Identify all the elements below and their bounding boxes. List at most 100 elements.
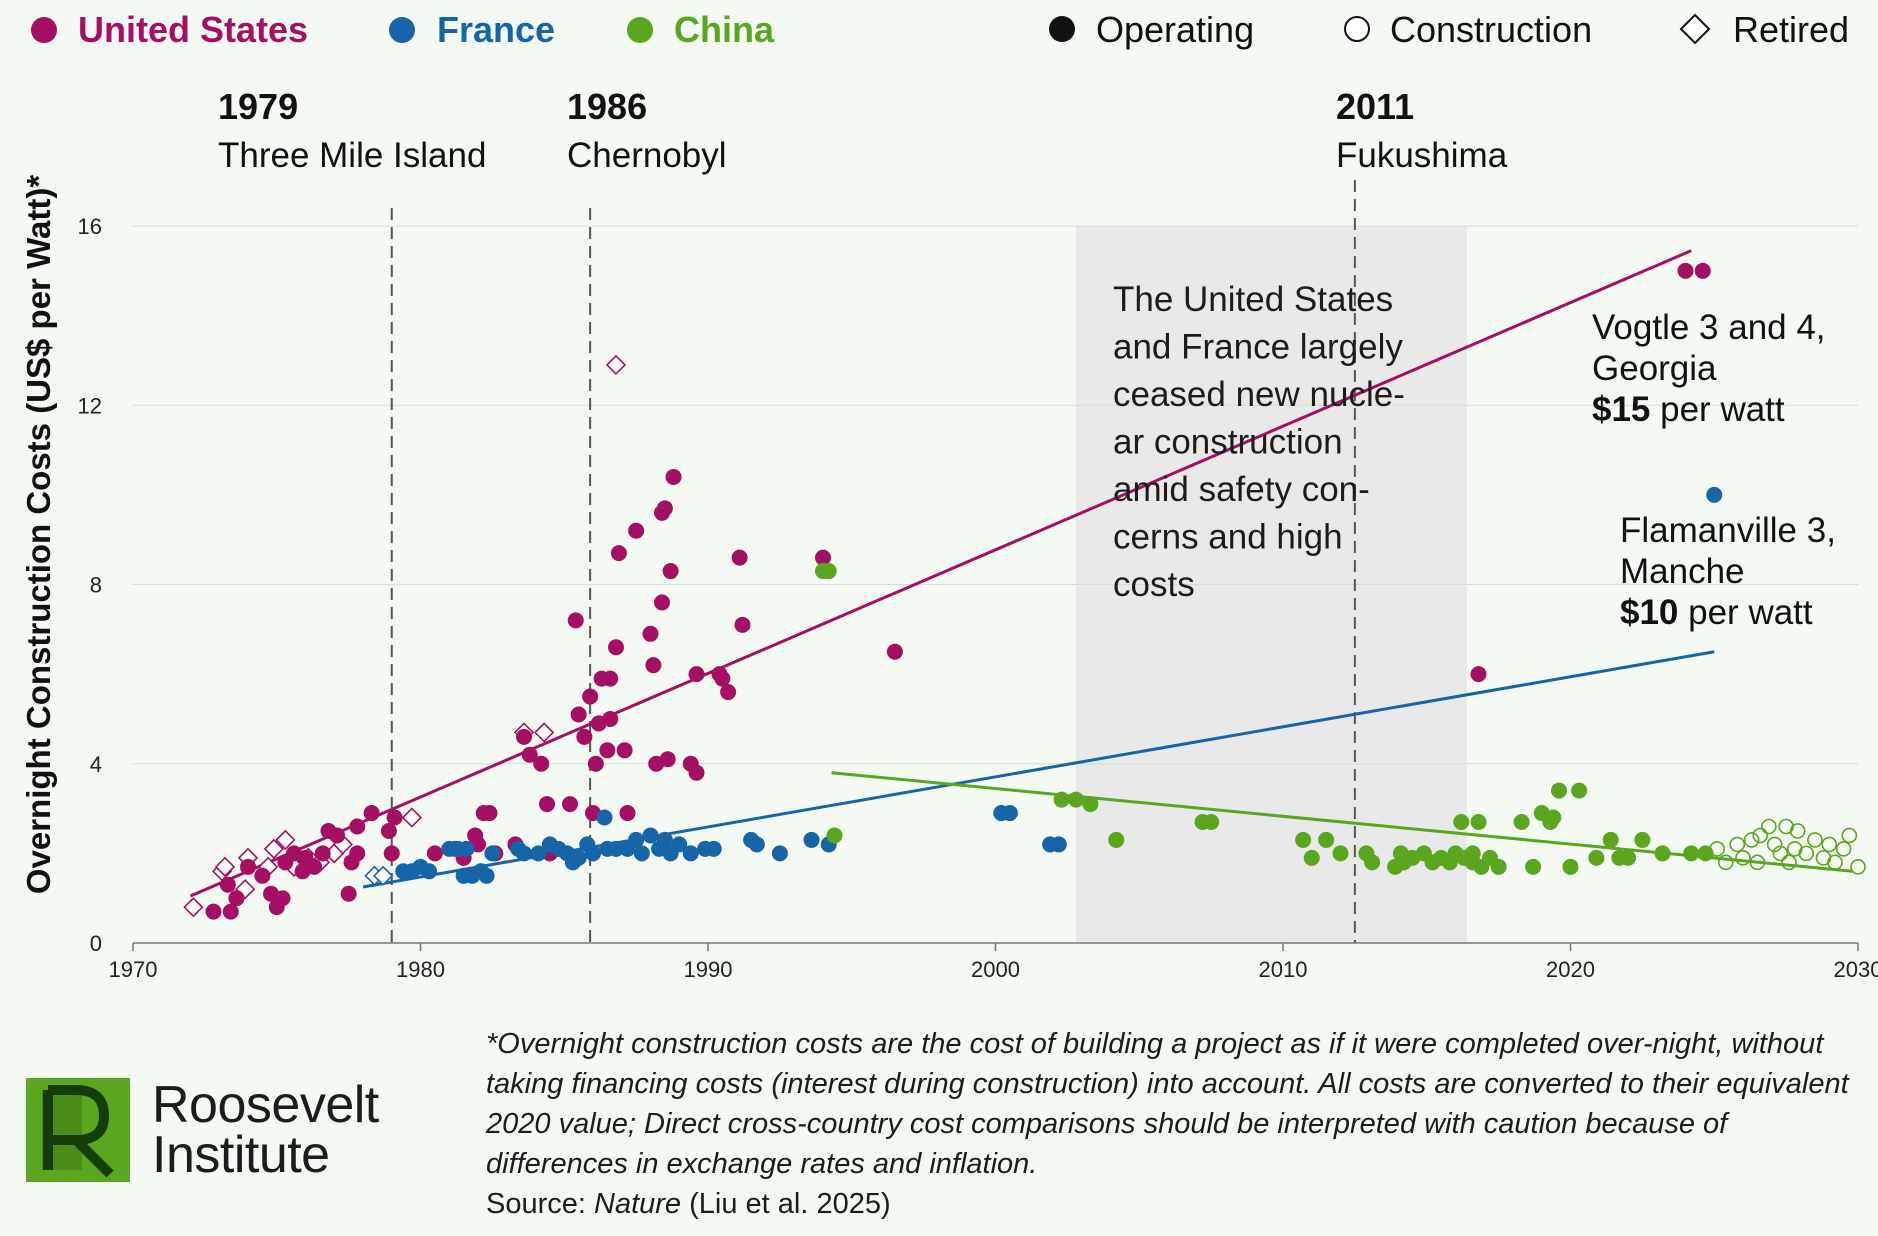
france-operating-point [1706, 486, 1723, 503]
callout-line: Manche [1620, 552, 1745, 591]
united-states-operating-point [349, 818, 366, 835]
y-tick-label: 4 [90, 752, 102, 777]
united-states-retired-point [605, 354, 627, 376]
callout-price: $10 per watt [1620, 593, 1813, 632]
united-states-operating-point [314, 845, 331, 862]
logo-line1: Roosevelt [152, 1076, 379, 1134]
france-operating-point [530, 845, 547, 862]
legend: United States France China Operating Constru… [31, 9, 1849, 50]
france-retired-point [372, 865, 394, 886]
china-operating-point [1203, 814, 1220, 831]
united-states-operating-point [659, 751, 676, 768]
source-line: Source: Nature (Liu et al. 2025) [486, 1184, 1856, 1224]
united-states-operating-point [602, 710, 619, 727]
china-operating-point [1545, 809, 1562, 826]
event-year: 1986 [567, 86, 647, 127]
united-states-operating-point [602, 670, 619, 687]
china-operating-point [826, 827, 843, 844]
legend-retired-icon [1679, 13, 1711, 45]
legend-operating-icon [1049, 16, 1075, 42]
roosevelt-logo: Roosevelt Institute [26, 1078, 379, 1182]
united-states-operating-point [665, 468, 682, 485]
united-states-operating-point [616, 742, 633, 759]
legend-label-france: France [437, 9, 555, 50]
united-states-operating-point [688, 666, 705, 683]
shaded-note-line: ar construction [1113, 423, 1343, 462]
france-operating-point [628, 831, 645, 848]
united-states-operating-point [714, 670, 731, 687]
united-states-operating-point [562, 796, 578, 813]
legend-label-united-states: United States [78, 9, 308, 50]
united-states-operating-point [886, 643, 903, 660]
united-states-operating-point [205, 903, 222, 920]
france-operating-point [705, 840, 722, 857]
y-tick-label: 8 [90, 573, 102, 598]
united-states-operating-point [386, 809, 403, 826]
united-states-operating-point [254, 867, 271, 884]
china-operating-point [820, 563, 837, 580]
legend-label-construction: Construction [1390, 9, 1592, 50]
y-tick-label: 12 [78, 393, 102, 418]
data-points [183, 262, 1866, 920]
united-states-operating-point [383, 845, 400, 862]
united-states-operating-point [349, 845, 366, 862]
trend-line-united-states [189, 249, 1692, 898]
france-operating-point [671, 836, 688, 853]
legend-label-operating: Operating [1096, 9, 1254, 50]
callout-price-value: $15 [1592, 390, 1650, 429]
y-tick-label: 0 [90, 931, 102, 956]
france-operating-point [1050, 836, 1067, 853]
united-states-operating-point [570, 706, 587, 723]
shaded-note-line: and France largely [1113, 328, 1403, 367]
china-construction-point [1798, 845, 1815, 862]
china-operating-point [1654, 845, 1671, 862]
china-construction-point [1841, 827, 1858, 844]
gridlines [133, 225, 1858, 765]
united-states-operating-point [815, 549, 831, 566]
united-states-retired-point [401, 807, 423, 828]
china-construction-point [1766, 836, 1783, 853]
source-journal: Nature [594, 1188, 682, 1220]
united-states-operating-point [1694, 262, 1711, 279]
china-operating-point [1332, 845, 1349, 862]
france-operating-point [642, 827, 659, 844]
china-construction-point [1850, 859, 1866, 875]
china-operating-point [1551, 782, 1567, 799]
footnote: *Overnight construction costs are the co… [486, 1024, 1856, 1224]
united-states-operating-point [228, 890, 245, 907]
united-states-operating-point [576, 728, 593, 745]
united-states-operating-point [539, 796, 555, 813]
united-states-operating-point [516, 728, 532, 745]
china-construction-point [1807, 832, 1823, 848]
china-operating-point [1634, 831, 1651, 848]
united-states-operating-point [731, 549, 748, 566]
united-states-retired-point [183, 897, 204, 918]
united-states-operating-point [567, 612, 584, 629]
source-prefix: Source: [486, 1188, 594, 1220]
y-tick-label: 16 [78, 214, 102, 239]
footnote-text: *Overnight construction costs are the co… [486, 1028, 1849, 1180]
france-operating-point [771, 845, 788, 862]
china-construction-point [1789, 823, 1806, 839]
united-states-operating-point [363, 805, 380, 822]
united-states-operating-point [533, 755, 550, 772]
china-construction-point [1761, 818, 1777, 835]
united-states-retired-point [214, 856, 236, 877]
legend-label-china: China [674, 9, 775, 50]
france-operating-point [748, 836, 765, 853]
united-states-operating-point [642, 625, 659, 642]
legend-label-retired: Retired [1733, 9, 1849, 50]
x-tick-label: 2030 [1834, 957, 1878, 982]
china-operating-point [1513, 814, 1530, 831]
china-operating-point [1490, 858, 1507, 875]
france-operating-point [484, 845, 501, 862]
united-states-operating-point [734, 616, 751, 633]
logo-text: Roosevelt Institute [152, 1076, 379, 1181]
china-operating-point [1525, 858, 1542, 875]
china-operating-point [1453, 814, 1470, 831]
united-states-operating-point [628, 522, 645, 539]
china-construction-point [1735, 850, 1751, 866]
callout-line: Flamanville 3, [1620, 511, 1836, 550]
france-operating-point [682, 845, 699, 862]
united-states-operating-point [610, 545, 627, 562]
